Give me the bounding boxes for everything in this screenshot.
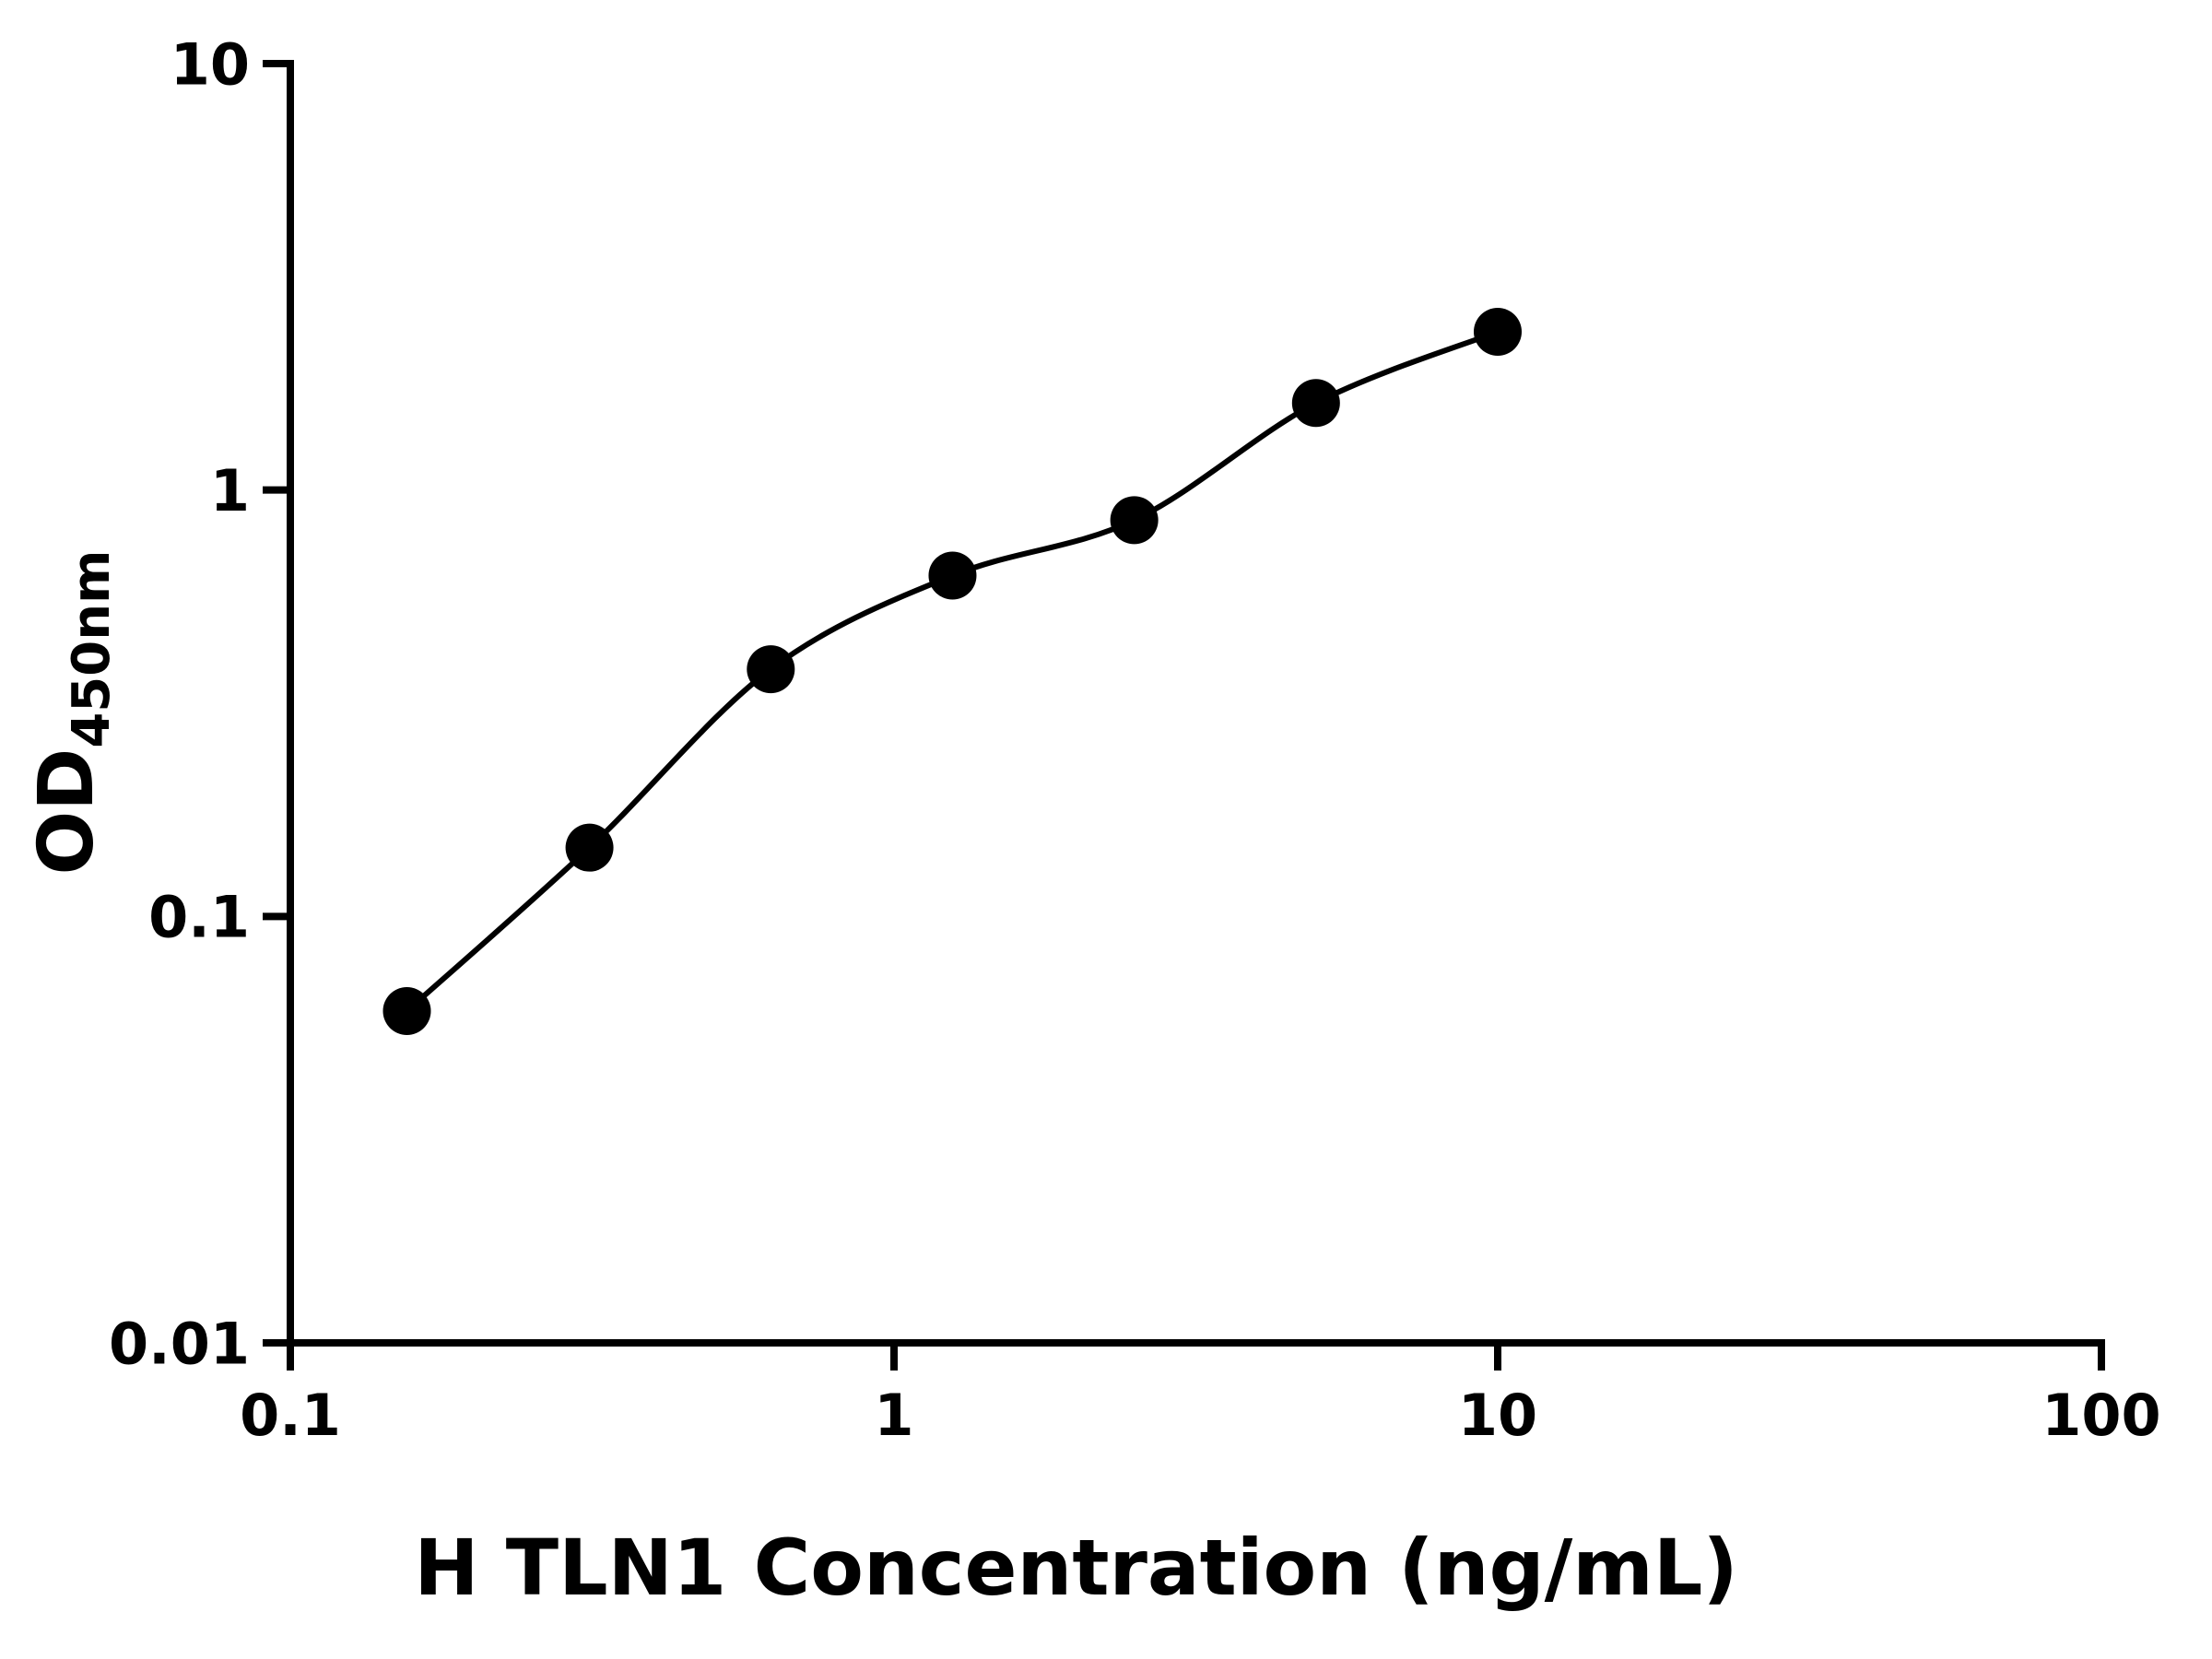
y-tick-label-0.01: 0.01 [109,1310,250,1377]
x-axis-title: H TLN1 Concentration (ng/mL) [414,1523,1738,1613]
data-point-3 [928,551,977,600]
x-tick-label-10: 10 [1458,1382,1537,1449]
y-tick-label-1: 1 [210,457,250,524]
y-tick-label-10: 10 [171,30,250,98]
fit-curve [405,329,1500,1014]
y-tick-label-0.1: 0.1 [148,884,250,951]
y-axis-title: OD450nm [23,550,122,876]
x-tick-label-0.1: 0.1 [240,1382,341,1449]
axes [287,60,2105,1347]
data-point-4 [1110,496,1159,545]
x-tick-label-100: 100 [2041,1382,2160,1449]
data-point-6 [1474,307,1522,356]
data-point-2 [747,645,795,694]
data-point-0 [382,986,431,1035]
data-point-1 [565,823,614,872]
data-point-5 [1291,379,1340,428]
x-tick-label-1: 1 [874,1382,913,1449]
